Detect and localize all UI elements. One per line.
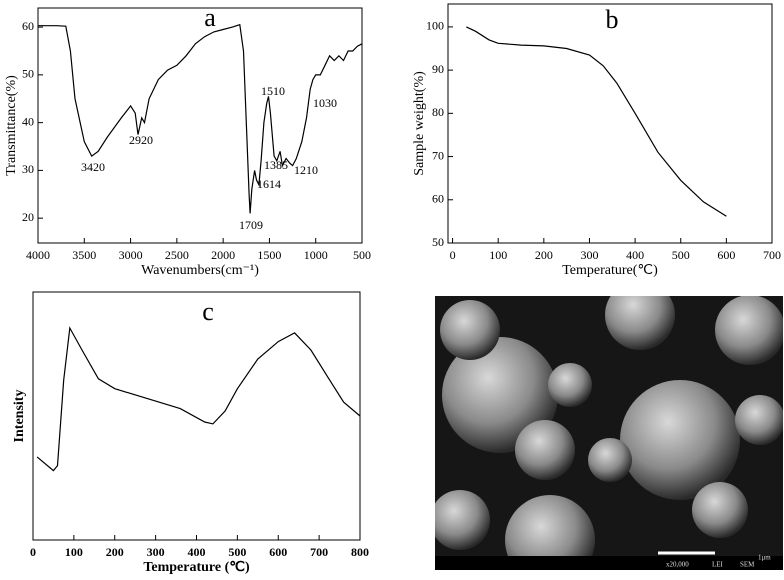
y-tick-label: 100 [426,19,444,33]
x-tick-label: 300 [580,248,598,262]
x-tick-label: 500 [228,545,246,559]
data-line [38,23,363,214]
x-tick-label: 400 [188,545,206,559]
data-line [36,326,361,472]
peak-label: 1614 [257,177,281,191]
y-tick-label: 60 [432,192,444,206]
peak-label: 1510 [261,84,285,98]
x-tick-label: 100 [489,248,507,262]
x-tick-label: 100 [65,545,83,559]
magnification: x20,000 [666,561,689,569]
x-axis-label: Wavenumbers(cm⁻¹) [141,263,259,278]
mode: SEM [740,561,755,569]
x-tick-label: 4000 [26,248,50,262]
x-tick-label: 600 [269,545,287,559]
y-tick-label: 50 [22,67,34,81]
x-tick-label: 400 [626,248,644,262]
y-tick-label: 60 [22,19,34,33]
x-tick-label: 500 [672,248,690,262]
plot-frame [37,7,363,244]
y-tick-label: 90 [432,62,444,76]
sem-image: 1μm x20,000 LEI SEM [435,296,783,570]
x-tick-label: 0 [450,248,456,262]
peak-label: 1385 [264,158,288,172]
peak-label: 1030 [313,96,337,110]
y-tick-label: 20 [22,210,34,224]
x-tick-label: 500 [353,248,371,262]
x-tick-label: 3500 [72,248,96,262]
detector: LEI [712,561,724,569]
plot-frame [447,3,773,244]
y-tick-label: 40 [22,114,34,128]
y-tick-label: 80 [432,105,444,119]
data-line [466,26,727,217]
x-tick-label: 700 [763,248,781,262]
y-axis-label: Intensity [12,390,27,443]
x-tick-label: 0 [30,545,36,559]
x-tick-label: 2000 [211,248,235,262]
x-tick-label: 300 [147,545,165,559]
x-axis-label: Temperature (℃) [143,560,250,575]
y-tick-label: 50 [432,235,444,249]
x-tick-label: 1500 [257,248,281,262]
panel-title: a [204,3,216,32]
x-tick-label: 600 [717,248,735,262]
y-tick-label: 70 [432,148,444,162]
x-tick-label: 200 [535,248,553,262]
peak-label: 1210 [294,163,318,177]
y-tick-label: 30 [22,162,34,176]
x-tick-label: 700 [310,545,328,559]
x-tick-label: 200 [106,545,124,559]
y-axis-label: Transmittance(%) [4,75,19,176]
plot-frame [32,291,361,541]
panel-title: b [606,5,619,34]
scale-label: 1μm [758,554,771,562]
peak-label: 2920 [129,133,153,147]
peak-label: 3420 [81,160,105,174]
x-tick-label: 800 [351,545,369,559]
x-axis-label: Temperature(℃) [562,263,658,278]
panel-title: c [202,297,214,326]
peak-label: 1709 [239,218,263,232]
y-axis-label: Sample weight(%) [412,71,427,176]
x-tick-label: 1000 [304,248,328,262]
x-tick-label: 2500 [165,248,189,262]
x-tick-label: 3000 [119,248,143,262]
